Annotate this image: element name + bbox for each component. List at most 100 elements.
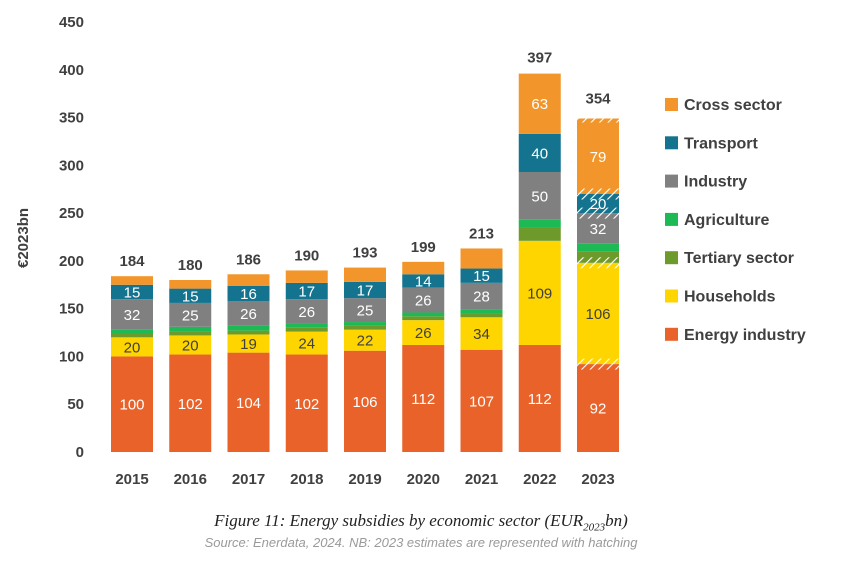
bar-total-label: 199 [411, 239, 436, 256]
bar-segment-industry [402, 287, 445, 313]
legend-label: Transport [684, 135, 758, 152]
caption-subscript: 2023 [583, 521, 606, 534]
bar-segment-households [344, 329, 386, 351]
bar-segment-agriculture [169, 326, 212, 332]
bar-segment-industry [518, 172, 561, 220]
bar-value-label: 109 [527, 285, 552, 302]
bar-segment-tertiary-sector [169, 331, 212, 336]
bar-total-label: 190 [294, 247, 319, 264]
bar-segment-energy-industry [169, 354, 212, 452]
x-tick-label: 2018 [290, 471, 323, 488]
bar-segment-transport [111, 284, 153, 300]
bar-segment-transport [344, 281, 386, 299]
bar-segment-transport [227, 285, 270, 302]
estimate-hatch [577, 358, 619, 370]
bar-segment-cross-sector [111, 276, 153, 285]
bar-value-label: 63 [531, 96, 548, 113]
bar-segment-cross-sector [285, 270, 328, 283]
bar-total-label: 354 [585, 91, 611, 108]
bar-segment-cross-sector [402, 261, 445, 275]
bar-segment-industry [169, 302, 212, 327]
bar-value-label: 26 [298, 304, 315, 321]
bar-segment-energy-industry [227, 352, 270, 452]
bar-segment-tertiary-sector [402, 316, 445, 321]
bar-total-label: 180 [178, 257, 203, 274]
legend-label: Agriculture [684, 212, 769, 229]
caption-prefix: Figure 11: Energy subsidies by economic … [214, 511, 584, 530]
bar-segment-agriculture [577, 243, 619, 252]
bar-segment-transport [402, 274, 445, 288]
bar-value-label: 50 [531, 188, 548, 205]
bar-segment-industry [111, 299, 153, 330]
bar-segment-households [518, 240, 561, 345]
bar-value-label: 26 [415, 293, 432, 310]
y-tick-label: 250 [59, 205, 84, 222]
bar-segment-cross-sector [169, 280, 212, 289]
y-axis: 0 50 100 150 200 250 300 350 400 450 [59, 14, 84, 461]
estimate-hatch [577, 188, 619, 200]
bar-value-label: 15 [182, 288, 199, 305]
bar-segment-energy-industry [460, 349, 503, 452]
estimate-hatch [577, 257, 619, 269]
bar-value-label: 15 [473, 268, 490, 285]
bar-total-label: 186 [236, 251, 261, 268]
legend-swatch [665, 327, 678, 341]
bar-total-label: 213 [469, 225, 494, 242]
y-tick-label: 200 [59, 253, 84, 270]
bar-value-label: 25 [357, 303, 374, 320]
x-tick-label: 2015 [115, 471, 148, 488]
bar-value-label: 106 [352, 394, 377, 411]
x-tick-label: 2016 [174, 471, 207, 488]
bar-value-label: 106 [585, 306, 610, 323]
bar-segment-transport [285, 282, 328, 300]
bar-value-label: 17 [298, 283, 315, 300]
bar-segment-cross-sector [344, 267, 386, 282]
y-tick-label: 150 [59, 301, 84, 318]
bar-segment-households [169, 335, 212, 355]
legend-label: Cross sector [684, 97, 782, 114]
bar-segment-agriculture [460, 309, 503, 314]
bar-segment-tertiary-sector [227, 330, 270, 335]
legend-swatch [665, 136, 678, 150]
bar-value-label: 17 [357, 283, 374, 300]
bar-segment-households [285, 331, 328, 355]
bar-value-label: 112 [411, 391, 435, 408]
bar-value-label: 100 [119, 397, 144, 414]
bar-segment-agriculture [518, 219, 561, 228]
bar-value-label: 19 [240, 336, 257, 353]
bar-value-label: 20 [182, 337, 199, 354]
bar-segment-transport [518, 133, 561, 173]
x-tick-label: 2023 [581, 471, 614, 488]
bar-value-label: 102 [294, 396, 319, 413]
bar-segment-households [227, 334, 270, 353]
bar-segment-energy-industry [402, 344, 445, 452]
bar-segment-industry [285, 299, 328, 324]
bar-segment-energy-industry [285, 354, 328, 452]
bar-segment-industry [227, 301, 270, 326]
bar-value-label: 32 [590, 221, 607, 238]
bar-segment-cross-sector [577, 118, 619, 194]
bar-value-label: 20 [124, 339, 141, 356]
bar-value-label: 26 [415, 325, 432, 342]
bar-segment-households [577, 262, 619, 365]
bar-value-label: 28 [473, 289, 490, 306]
bar-value-label: 16 [240, 286, 257, 303]
bar-total-label: 193 [352, 245, 377, 262]
y-tick-label: 350 [59, 110, 84, 127]
bar-segment-households [111, 337, 153, 357]
bar-segment-agriculture [227, 325, 270, 331]
bar-segment-industry [344, 298, 386, 323]
x-tick-label: 2019 [348, 471, 381, 488]
bar-segment-energy-industry [577, 364, 619, 452]
y-tick-label: 0 [76, 444, 84, 461]
y-tick-label: 50 [67, 396, 84, 413]
bar-segment-cross-sector [227, 274, 270, 286]
legend-label: Households [684, 289, 776, 306]
bar-value-label: 107 [469, 393, 494, 410]
y-axis-label: €2023bn [15, 208, 32, 268]
bar-segment-tertiary-sector [518, 227, 561, 241]
bar-value-label: 15 [124, 284, 141, 301]
x-tick-label: 2022 [523, 471, 556, 488]
estimate-hatch [577, 118, 619, 123]
bar-segment-tertiary-sector [285, 327, 328, 332]
